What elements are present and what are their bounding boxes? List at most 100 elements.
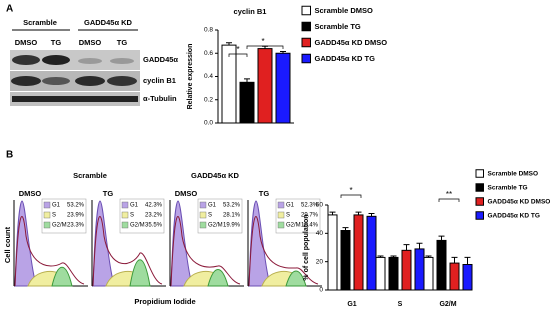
g2m-peak: [129, 259, 151, 287]
phase-label: S: [52, 213, 56, 219]
stats-swatch: [43, 211, 51, 219]
bar: [327, 214, 338, 291]
significance-mark: *: [261, 37, 264, 46]
phase-value: 29.7%: [301, 213, 319, 219]
bar: [275, 52, 291, 124]
phase-value: 28.1%: [223, 213, 241, 219]
error-bar: [355, 211, 362, 215]
bar: [401, 249, 412, 291]
phase-label: G2/M: [208, 223, 223, 229]
bar: [449, 262, 460, 291]
phase-value: 23.2%: [145, 213, 163, 219]
band: [12, 96, 138, 102]
significance-mark: *: [349, 186, 352, 195]
condition-label: DMSO: [175, 189, 198, 198]
bar: [353, 214, 364, 291]
x-tick-label: G2/M: [439, 301, 456, 308]
band: [75, 76, 105, 86]
flow-group: Scramble: [73, 171, 107, 180]
stats-swatch: [199, 221, 207, 229]
phase-label: G1: [130, 203, 139, 209]
error-bar: [438, 235, 445, 241]
fit-line: [14, 216, 85, 287]
y-axis-label: % of cell population: [303, 214, 310, 280]
significance-mark: *: [236, 45, 239, 54]
stats-swatch: [121, 201, 129, 209]
phase-label: G2/M: [286, 223, 301, 229]
bar: [340, 230, 351, 291]
stats-swatch: [277, 211, 285, 219]
stats-swatch: [43, 201, 51, 209]
phase-label: S: [130, 213, 134, 219]
bar: [462, 264, 473, 291]
error-bar: [416, 242, 423, 249]
phase-value: 53.2%: [223, 203, 241, 209]
phase-value: 19.9%: [223, 223, 241, 229]
lane-label: TG: [51, 38, 62, 47]
y-tick-label: 0.2: [204, 96, 213, 103]
error-bar: [280, 51, 286, 54]
y-tick-label: 0.8: [204, 27, 213, 34]
legend-swatch: [301, 21, 311, 32]
stats-swatch: [199, 201, 207, 209]
legend-label: GADD45α KD TG: [315, 54, 376, 63]
significance-bracket: [246, 45, 284, 49]
error-bar: [464, 256, 471, 265]
phase-value: 23.9%: [67, 213, 85, 219]
legend-label: GADD45α KD TG: [488, 213, 540, 220]
phase-value: 35.5%: [145, 223, 163, 229]
phase-value: 52.3%: [301, 203, 319, 209]
y-tick-label: 60: [316, 202, 324, 209]
bar: [366, 215, 377, 291]
legend-label: Scramble DMSO: [315, 6, 374, 15]
y-tick-label: 0.4: [204, 73, 213, 80]
band: [107, 76, 137, 86]
error-bar: [377, 255, 384, 258]
bar: [257, 48, 273, 124]
lane-label: DMSO: [15, 38, 38, 47]
stats-swatch: [121, 211, 129, 219]
flow-group: GADD45α KD: [191, 171, 240, 180]
chart-title: cyclin B1: [234, 7, 267, 16]
x-tick-label: G1: [347, 301, 356, 308]
stats-swatch: [277, 221, 285, 229]
fit-line: [92, 216, 163, 287]
x-axis-label: Propidium Iodide: [134, 297, 195, 306]
y-tick-label: 0.6: [204, 50, 213, 57]
blot-group: Scramble: [23, 18, 57, 27]
condition-label: TG: [103, 189, 114, 198]
bar: [436, 239, 447, 291]
phase-value: 23.3%: [67, 223, 85, 229]
significance-bracket: [438, 198, 460, 202]
stats-swatch: [43, 221, 51, 229]
band: [11, 76, 41, 86]
panel-label: A: [6, 4, 13, 15]
band: [78, 58, 102, 64]
phase-label: G2/M: [52, 223, 67, 229]
legend-swatch: [301, 5, 311, 16]
condition-label: TG: [259, 189, 270, 198]
phase-value: 42.3%: [145, 203, 163, 209]
blot-strip: [10, 50, 140, 70]
bar: [388, 256, 399, 291]
lane-label: TG: [117, 38, 128, 47]
g2m-peak: [51, 266, 73, 287]
band: [42, 77, 70, 85]
panel-label: B: [6, 150, 13, 161]
legend-label: GADD45α KD DMSO: [488, 199, 550, 206]
legend-swatch: [301, 37, 311, 48]
legend-swatch: [475, 211, 484, 220]
phase-label: S: [208, 213, 212, 219]
error-bar: [329, 211, 336, 215]
phase-label: G2/M: [130, 223, 145, 229]
y-tick-label: 40: [316, 230, 324, 237]
legend-label: Scramble DMSO: [488, 171, 539, 178]
error-bar: [390, 255, 397, 258]
error-bar: [368, 213, 375, 217]
phase-label: G1: [286, 203, 295, 209]
significance-bracket: [228, 53, 248, 57]
legend-swatch: [475, 183, 484, 192]
band: [110, 58, 134, 64]
row-label: cyclin B1: [143, 76, 176, 85]
y-tick-label: 0: [319, 287, 323, 294]
